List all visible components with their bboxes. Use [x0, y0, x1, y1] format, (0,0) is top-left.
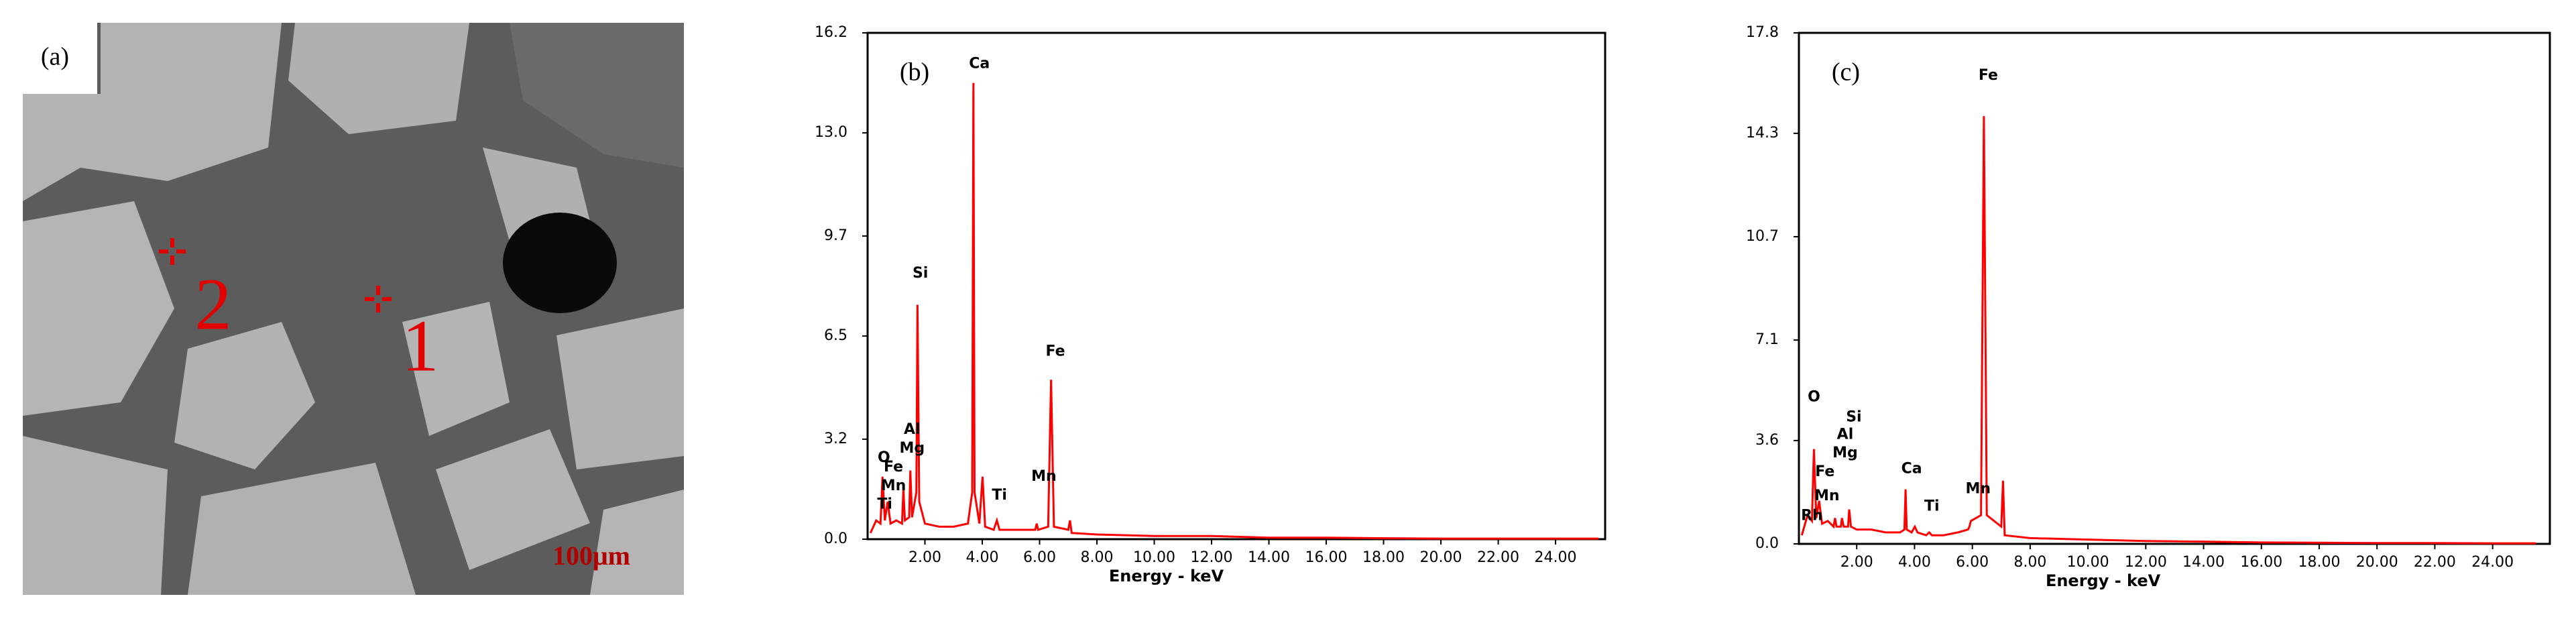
- point-label: 2: [195, 263, 232, 345]
- y-tick-label: 3.6: [1755, 432, 1779, 449]
- x-tick-label: 22.00: [1477, 549, 1519, 566]
- x-axis-label: Energy - keV: [1109, 567, 1224, 585]
- y-tick-label: 3.2: [824, 431, 847, 447]
- x-tick-label: 16.00: [2240, 554, 2282, 571]
- x-tick-label: 6.00: [1956, 554, 1989, 571]
- plot-frame: [1798, 32, 2551, 545]
- grain: [23, 436, 168, 595]
- x-tick-label: 8.00: [2013, 554, 2046, 571]
- peak-label: Ti: [877, 496, 892, 513]
- grain: [557, 308, 684, 469]
- x-tick-label: 10.00: [2067, 554, 2109, 571]
- peak-label: Ca: [969, 56, 990, 72]
- grain: [288, 23, 469, 134]
- peak-label: Mn: [1031, 468, 1057, 485]
- panel-label: (c): [1832, 58, 1860, 87]
- y-tick-label: 7.1: [1755, 331, 1779, 348]
- grain: [23, 23, 282, 201]
- spectrum: [1800, 116, 2536, 545]
- plot-frame: [866, 32, 1606, 541]
- peak-label: Fe: [1979, 67, 1998, 84]
- x-tick-label: 24.00: [1535, 549, 1577, 566]
- pore: [503, 213, 617, 313]
- y-tick-label: 14.3: [1746, 125, 1779, 142]
- peak-label: Ca: [1901, 461, 1922, 477]
- x-tick-label: 22.00: [2414, 554, 2456, 571]
- peak-label: Fe: [1815, 463, 1834, 480]
- x-tick-label: 16.00: [1305, 549, 1348, 566]
- peak-label: Si: [1846, 409, 1861, 426]
- peak-label: Ti: [992, 487, 1007, 504]
- grain: [510, 23, 684, 168]
- x-tick-label: 8.00: [1081, 549, 1114, 566]
- label-box: [23, 23, 97, 94]
- peak-label: Mn: [881, 477, 906, 494]
- grain: [174, 322, 315, 469]
- x-tick-label: 20.00: [1420, 549, 1462, 566]
- peak-label: Mg: [899, 440, 925, 457]
- x-tick-label: 12.00: [2125, 554, 2167, 571]
- x-tick-label: 18.00: [1362, 549, 1405, 566]
- x-tick-label: 2.00: [909, 549, 941, 566]
- peak-label: Mn: [1966, 481, 1991, 498]
- grain: [436, 429, 590, 570]
- grain: [23, 201, 174, 416]
- point-label: 1: [402, 304, 439, 386]
- point-marker: [365, 286, 392, 313]
- y-tick-label: 0.0: [1755, 535, 1779, 552]
- grain: [590, 490, 684, 595]
- y-tick-label: 6.5: [824, 327, 847, 344]
- scale-bar-label: 100μm: [552, 541, 630, 571]
- peak-label: Si: [913, 265, 928, 282]
- x-tick-label: 4.00: [1898, 554, 1931, 571]
- x-tick-label: 20.00: [2356, 554, 2398, 571]
- y-tick-label: 0.0: [824, 530, 847, 547]
- grain: [402, 302, 510, 436]
- peak-label: Ti: [1924, 498, 1940, 514]
- y-tick-label: 9.7: [824, 227, 847, 244]
- x-tick-label: 2.00: [1840, 554, 1873, 571]
- peak-label: Al: [1837, 426, 1854, 443]
- x-tick-label: 10.00: [1133, 549, 1175, 566]
- peak-label: O: [1808, 389, 1820, 406]
- peak-label: Fe: [1045, 343, 1065, 359]
- x-tick-label: 24.00: [2471, 554, 2514, 571]
- panel-label: (a): [41, 43, 69, 71]
- y-tick-label: 10.7: [1746, 228, 1779, 245]
- x-axis-label: Energy - keV: [2046, 571, 2161, 590]
- point-marker: [159, 238, 186, 265]
- x-tick-label: 18.00: [2298, 554, 2340, 571]
- panel-label: (b): [900, 58, 929, 87]
- peak-label: Mn: [1814, 488, 1840, 504]
- x-tick-label: 6.00: [1023, 549, 1056, 566]
- grain: [188, 463, 416, 595]
- peak-label: Fe: [884, 459, 903, 475]
- x-tick-label: 4.00: [966, 549, 999, 566]
- y-tick-label: 17.8: [1746, 24, 1779, 41]
- peak-label: Al: [904, 421, 921, 438]
- x-tick-label: 14.00: [1248, 549, 1290, 566]
- y-tick-label: 13.0: [815, 124, 847, 141]
- x-tick-label: 14.00: [2182, 554, 2225, 571]
- sem-image: (a) 1 2 100μm: [23, 23, 684, 595]
- peak-label: Rh: [1801, 507, 1823, 524]
- spectrum: [869, 82, 1599, 540]
- peak-label: Mg: [1832, 445, 1858, 461]
- y-tick-label: 16.2: [815, 24, 847, 41]
- x-tick-label: 12.00: [1191, 549, 1233, 566]
- peak-label: O: [878, 449, 890, 466]
